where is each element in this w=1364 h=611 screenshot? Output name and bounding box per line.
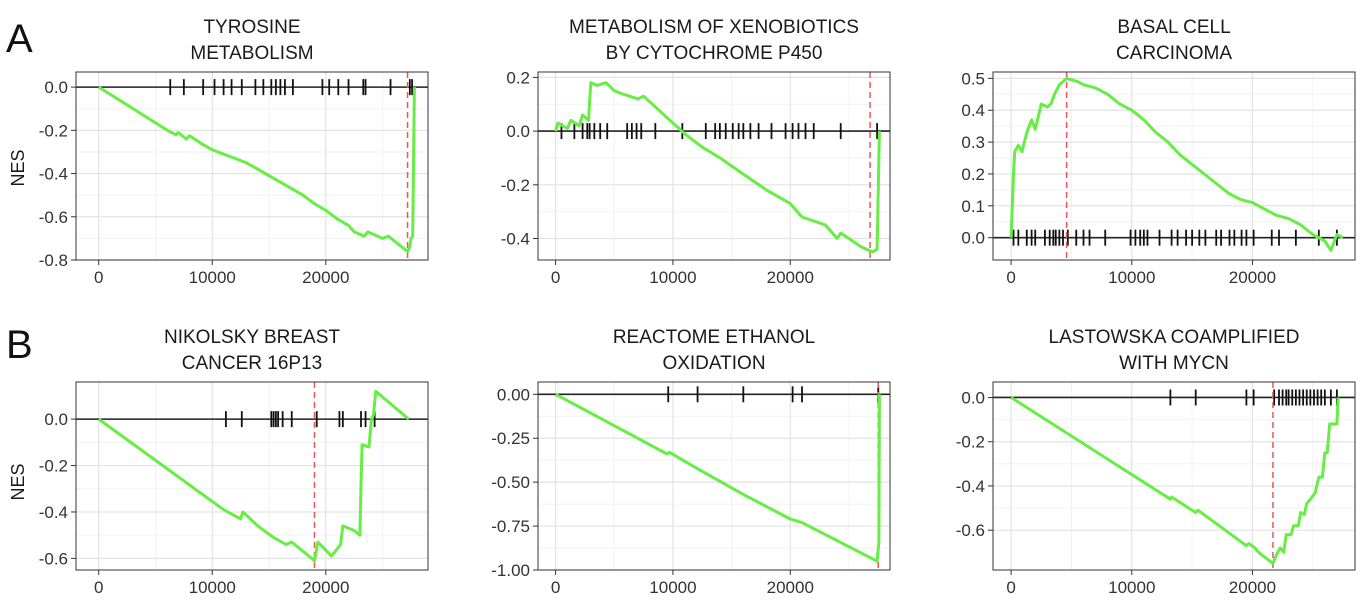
x-tick-label: 20000 — [1229, 578, 1276, 597]
gsea-panel-1: 0 10000 20000 0.0 -0.2 -0.4 -0.6 -0.8 TYROSINE ME… — [39, 17, 429, 287]
enrichment-score-line — [554, 81, 881, 254]
y-tick-label: -0.6 — [39, 549, 68, 568]
y-tick-label: -0.4 — [39, 165, 68, 184]
panel-border — [75, 71, 429, 261]
panel-title-line: OXIDATION — [662, 353, 765, 374]
y-tick-label: 0.3 — [961, 133, 985, 152]
y-tick-label: -0.6 — [956, 521, 985, 540]
panel-title-line: TYROSINE — [203, 17, 300, 38]
x-tick-label: 10000 — [649, 268, 696, 287]
panel-title-line: WITH MYCN — [1119, 353, 1229, 374]
x-tick-label: 10000 — [649, 578, 696, 597]
panel-title-line: CANCER 16P13 — [182, 353, 322, 374]
y-tick-label: -0.4 — [956, 477, 985, 496]
y-tick-label: -0.4 — [39, 503, 68, 522]
panel-title-line: METABOLISM — [190, 43, 313, 64]
y-tick-label: 0.2 — [506, 68, 530, 87]
x-tick-label: 0 — [551, 578, 560, 597]
y-tick-label: -0.25 — [491, 429, 530, 448]
y-tick-label: -0.2 — [501, 176, 530, 195]
y-tick-label: -0.8 — [39, 251, 68, 270]
y-tick-label: 0.0 — [961, 388, 985, 407]
x-tick-label: 10000 — [1108, 578, 1155, 597]
panel-border — [75, 381, 429, 571]
panel-border — [992, 381, 1356, 571]
gsea-panel-5: 0 10000 20000 0.00 -0.25 -0.50 -0.75 -1.00 REACT… — [491, 327, 891, 597]
y-tick-label: 0.5 — [961, 69, 985, 88]
x-tick-label: 20000 — [767, 268, 814, 287]
enrichment-score-line — [1010, 396, 1340, 565]
gsea-panel-3: 0 10000 20000 0.5 0.4 0.3 0.2 0.1 0.0 BASAL CELL C… — [961, 17, 1356, 287]
panel-border — [537, 71, 891, 261]
gsea-panel-2: 0 10000 20000 0.2 0.0 -0.2 -0.4 METABOLISM OF X… — [501, 17, 891, 287]
x-tick-label: 0 — [551, 268, 560, 287]
plot-area — [76, 382, 428, 570]
y-tick-label: -0.2 — [39, 121, 68, 140]
y-tick-label: -0.2 — [956, 433, 985, 452]
enrichment-score-line — [554, 392, 881, 563]
y-tick-label: 0.0 — [44, 78, 68, 97]
panel-title-line: REACTOME ETHANOL — [613, 327, 815, 348]
y-tick-label: 0.0 — [44, 410, 68, 429]
y-tick-label: -1.00 — [491, 561, 530, 580]
x-tick-label: 20000 — [302, 268, 349, 287]
x-tick-label: 20000 — [302, 578, 349, 597]
x-tick-label: 10000 — [1108, 268, 1155, 287]
x-tick-label: 0 — [94, 578, 103, 597]
x-tick-label: 10000 — [189, 578, 236, 597]
gsea-panel-4: 0 10000 20000 0.0 -0.2 -0.4 -0.6 NIKOLSKY BREAS… — [39, 327, 429, 597]
enrichment-score-line — [97, 389, 410, 563]
panel-border — [537, 381, 891, 571]
gsea-panel-6: 0 10000 20000 0.0 -0.2 -0.4 -0.6 LASTOWSKA COAM… — [956, 327, 1356, 597]
x-tick-label: 0 — [94, 268, 103, 287]
y-tick-label: 0.0 — [961, 229, 985, 248]
row-a-y-axis-label: NES — [8, 149, 28, 186]
y-tick-label: -0.2 — [39, 457, 68, 476]
panel-title-line: CARCINOMA — [1116, 43, 1232, 64]
panel-title-line: BY CYTOCHROME P450 — [606, 43, 823, 64]
panel-title-line: BASAL CELL — [1117, 17, 1230, 38]
plot-area — [538, 72, 890, 260]
y-tick-label: -0.4 — [501, 230, 530, 249]
y-tick-label: 0.00 — [497, 385, 530, 404]
panel-border — [992, 71, 1356, 261]
panel-title-line: NIKOLSKY BREAST — [164, 327, 340, 348]
x-tick-label: 0 — [1006, 578, 1015, 597]
enrichment-score-line — [97, 85, 416, 253]
row-a-letter: A — [6, 17, 33, 61]
x-tick-label: 20000 — [1229, 268, 1276, 287]
enrichment-score-line — [1009, 76, 1344, 252]
row-b-letter: B — [6, 323, 33, 367]
y-tick-label: -0.75 — [491, 517, 530, 536]
panel-title-line: LASTOWSKA COAMPLIFIED — [1049, 327, 1300, 348]
y-tick-label: -0.50 — [491, 473, 530, 492]
y-tick-label: 0.0 — [506, 122, 530, 141]
y-tick-label: 0.4 — [961, 101, 985, 120]
x-tick-label: 20000 — [767, 578, 814, 597]
x-tick-label: 10000 — [189, 268, 236, 287]
y-tick-label: -0.6 — [39, 208, 68, 227]
plot-area — [993, 382, 1355, 570]
x-tick-label: 0 — [1006, 268, 1015, 287]
panel-title-line: METABOLISM OF XENOBIOTICS — [569, 17, 859, 38]
y-tick-label: 0.1 — [961, 197, 985, 216]
plot-area — [993, 72, 1355, 260]
row-b-y-axis-label: NES — [8, 463, 28, 500]
y-tick-label: 0.2 — [961, 165, 985, 184]
